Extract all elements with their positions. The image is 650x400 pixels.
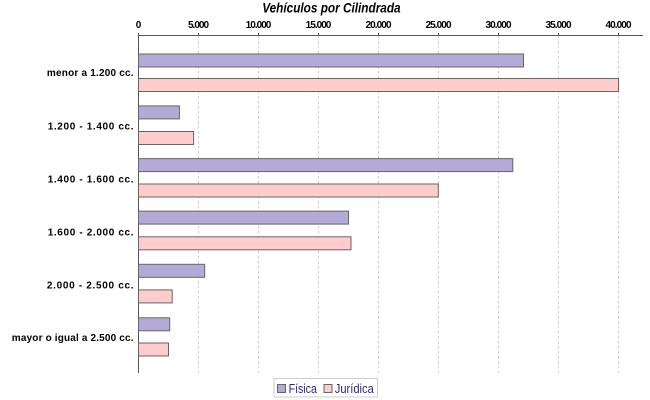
- svg-text:Física: Física: [289, 381, 318, 396]
- svg-text:5.000: 5.000: [188, 20, 210, 31]
- svg-text:1.200 - 1.400 cc.: 1.200 - 1.400 cc.: [48, 122, 134, 133]
- svg-text:1.400 - 1.600 cc.: 1.400 - 1.600 cc.: [48, 175, 134, 186]
- svg-text:40.000: 40.000: [606, 20, 632, 31]
- svg-text:30.000: 30.000: [486, 20, 512, 31]
- svg-text:menor a 1.200 cc.: menor a 1.200 cc.: [47, 68, 134, 79]
- svg-text:Vehículos por Cilindrada: Vehículos por Cilindrada: [262, 0, 401, 15]
- svg-text:20.000: 20.000: [366, 20, 392, 31]
- svg-text:mayor o igual a 2.500 cc.: mayor o igual a 2.500 cc.: [12, 333, 134, 344]
- svg-text:0: 0: [136, 20, 142, 31]
- svg-text:35.000: 35.000: [546, 20, 572, 31]
- svg-text:10.000: 10.000: [246, 20, 272, 31]
- svg-text:Jurídica: Jurídica: [335, 381, 375, 396]
- svg-text:2.000 - 2.500 cc.: 2.000 - 2.500 cc.: [47, 281, 134, 292]
- svg-text:15.000: 15.000: [306, 20, 332, 31]
- svg-text:25.000: 25.000: [426, 20, 452, 31]
- svg-text:1.600 - 2.000 cc.: 1.600 - 2.000 cc.: [48, 228, 134, 239]
